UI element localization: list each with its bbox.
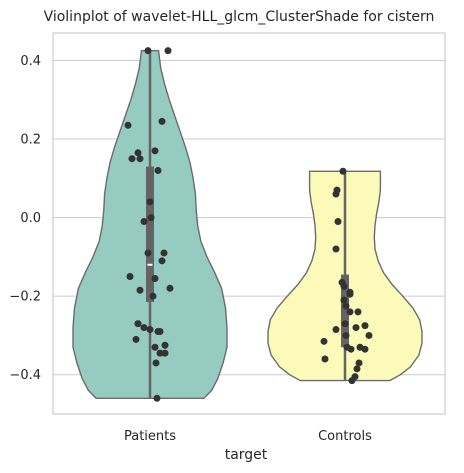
y-tick-label: 0.2 (20, 133, 41, 148)
plot-frame (52, 32, 446, 415)
data-point (124, 121, 132, 129)
y-tick-label: 0.0 (20, 211, 41, 226)
data-point (161, 349, 169, 357)
data-point (332, 190, 340, 198)
data-point (136, 286, 144, 294)
data-point (355, 359, 363, 367)
data-point (365, 331, 373, 339)
data-point (361, 322, 369, 330)
plot-border (52, 32, 446, 415)
data-point (340, 296, 348, 304)
data-point (151, 274, 159, 282)
y-tick-label: −0.2 (9, 290, 41, 305)
data-point (144, 47, 152, 55)
data-point (146, 198, 154, 206)
data-point (134, 320, 142, 328)
data-point (354, 308, 362, 316)
data-point (334, 218, 342, 226)
data-point (161, 341, 169, 349)
data-point (134, 149, 142, 157)
data-point (361, 345, 369, 353)
data-point (347, 345, 355, 353)
data-point (342, 302, 350, 310)
y-axis: 0.4 0.2 0.0 −0.2 −0.4 (9, 54, 41, 383)
data-point (346, 288, 354, 296)
data-point (147, 214, 155, 222)
data-point (156, 328, 164, 336)
data-point (320, 337, 328, 345)
data-point (144, 249, 152, 257)
x-axis-label: target (225, 447, 268, 463)
data-point (132, 335, 140, 343)
data-point (321, 355, 329, 363)
data-point (332, 326, 340, 334)
data-point (340, 282, 348, 290)
data-point (158, 257, 166, 265)
y-tick-label: 0.4 (20, 54, 41, 69)
data-point (341, 320, 349, 328)
data-point (140, 218, 148, 226)
data-point (342, 331, 350, 339)
data-point (126, 273, 134, 281)
data-point (166, 284, 174, 292)
data-point (154, 166, 162, 174)
data-point (332, 245, 340, 253)
data-point (128, 155, 136, 163)
data-point (156, 349, 164, 357)
x-tick-label: Controls (318, 429, 372, 444)
data-point (339, 167, 347, 175)
x-tick-label: Patients (124, 429, 176, 444)
data-point (146, 326, 154, 334)
data-point (136, 155, 144, 163)
data-point (151, 343, 159, 351)
data-point (353, 365, 361, 373)
points-layer (124, 47, 373, 402)
violin-iqr-box (146, 166, 154, 303)
y-tick-label: −0.4 (9, 368, 41, 383)
data-point (149, 292, 157, 300)
data-point (348, 377, 356, 385)
data-point (151, 147, 159, 155)
data-point (160, 249, 168, 257)
data-point (346, 308, 354, 316)
x-axis: Patients Controls (124, 429, 372, 444)
data-point (153, 394, 161, 402)
data-point (352, 324, 360, 332)
violin-layer (72, 50, 423, 399)
data-point (140, 324, 148, 332)
data-point (152, 359, 160, 367)
violin-iqr-box (341, 274, 349, 348)
data-point (164, 47, 172, 55)
chart-title: Violinplot of wavelet-HLL_glcm_ClusterSh… (44, 9, 435, 25)
data-point (158, 117, 166, 125)
